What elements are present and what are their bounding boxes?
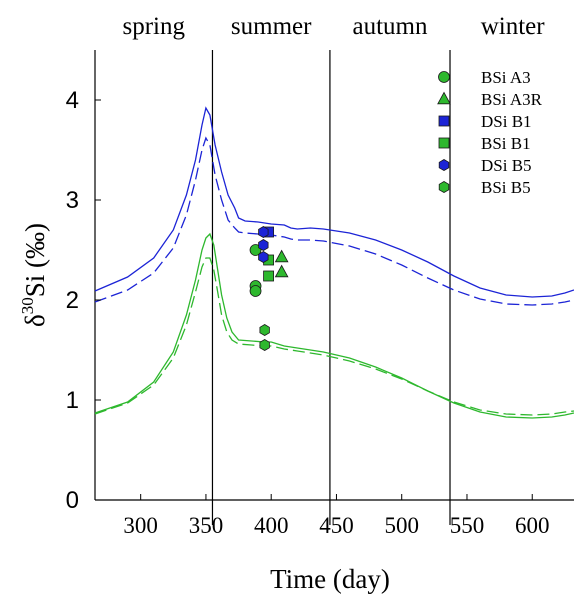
model-lines xyxy=(94,106,574,419)
legend-marker xyxy=(438,71,450,83)
legend-marker xyxy=(438,137,450,149)
data-point xyxy=(258,239,269,251)
y-axis-label: δ30Si (‰) xyxy=(18,223,50,327)
y-tick-label: 0 xyxy=(66,487,79,514)
model-line-3 xyxy=(94,232,574,419)
x-tick-label: 400 xyxy=(254,513,289,538)
y-tick-label: 4 xyxy=(66,87,79,114)
data-point xyxy=(263,270,274,282)
x-tick-label: 500 xyxy=(384,513,419,538)
x-tick-label: 350 xyxy=(189,513,224,538)
data-point xyxy=(274,264,289,278)
model-line-4 xyxy=(94,257,574,416)
data-point xyxy=(258,226,269,238)
legend: BSi A3 BSi A3R DSi B1 BSi B1 DSi B5 BSi B5 xyxy=(437,68,543,197)
y-axis-label-superscript: 30 xyxy=(18,297,37,314)
y-tick-label: 3 xyxy=(66,187,79,214)
season-label-summer: summer xyxy=(231,13,312,40)
data-point xyxy=(274,249,289,263)
legend-label: BSi A3R xyxy=(481,90,543,109)
x-tick-label: 450 xyxy=(319,513,354,538)
legend-label: DSi B1 xyxy=(481,112,532,131)
data-point xyxy=(259,324,270,336)
season-dividers xyxy=(211,50,451,525)
legend-marker xyxy=(438,115,450,127)
legend-label: BSi A3 xyxy=(481,68,531,87)
y-axis-label-text: Si (‰) xyxy=(20,223,50,297)
x-tick-label: 300 xyxy=(123,513,158,538)
x-axis-label: Time (day) xyxy=(270,564,390,594)
season-label-spring: spring xyxy=(122,13,185,40)
y-axis-label-delta: δ xyxy=(20,314,50,327)
legend-marker xyxy=(438,159,450,171)
data-point xyxy=(259,339,270,351)
x-tick-label: 600 xyxy=(515,513,550,538)
x-tick-label: 550 xyxy=(450,513,485,538)
data-points xyxy=(249,226,289,351)
y-tick-label: 2 xyxy=(66,287,79,314)
axis-ticks: 300 350 400 450 500 550 600 0 1 2 3 4 xyxy=(66,87,550,538)
season-labels: spring summer autumn winter xyxy=(122,13,545,40)
season-label-autumn: autumn xyxy=(352,13,427,40)
season-label-winter: winter xyxy=(481,13,546,40)
data-point xyxy=(249,285,262,297)
y-tick-label: 1 xyxy=(66,387,79,414)
data-point xyxy=(258,251,269,263)
model-line-1 xyxy=(94,106,574,298)
legend-label: BSi B5 xyxy=(481,178,531,197)
legend-marker xyxy=(438,181,450,193)
legend-label: DSi B5 xyxy=(481,156,532,175)
legend-marker xyxy=(437,91,451,105)
legend-label: BSi B1 xyxy=(481,134,531,153)
